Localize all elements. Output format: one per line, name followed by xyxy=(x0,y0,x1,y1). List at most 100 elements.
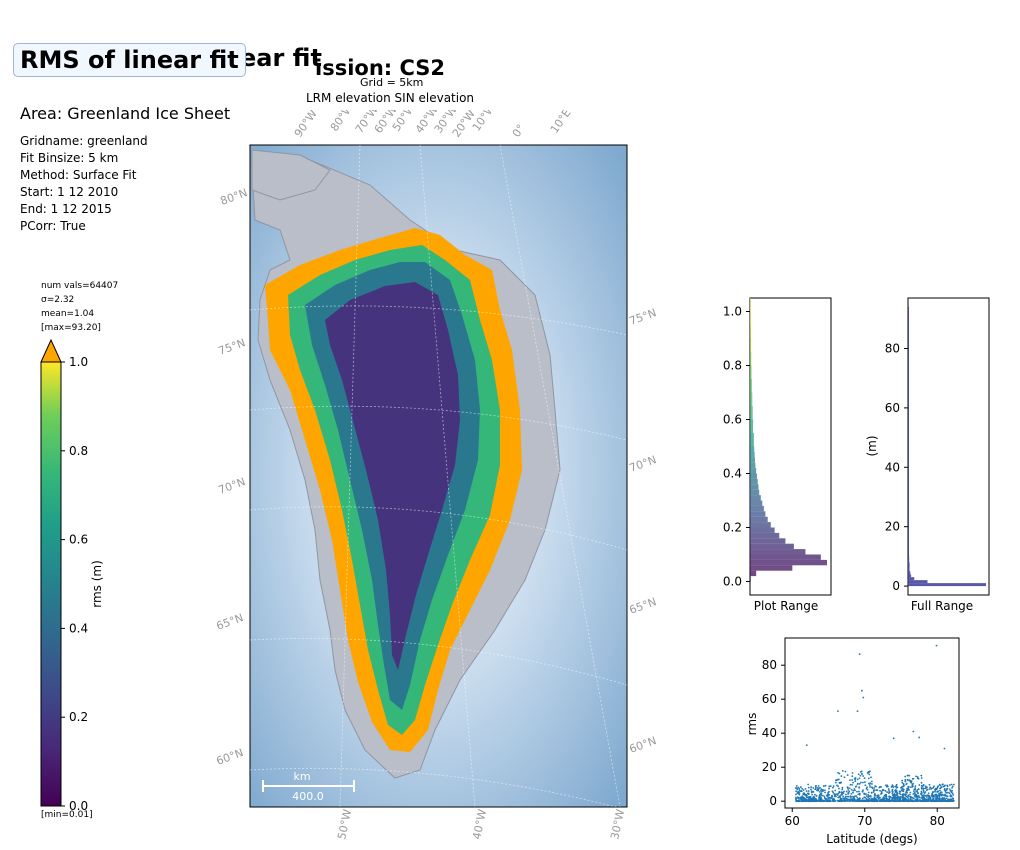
scatter-point xyxy=(795,793,797,796)
scatter-point xyxy=(911,800,914,803)
scatter-point xyxy=(913,790,915,793)
hist-bar xyxy=(750,489,760,496)
scatter-point xyxy=(935,644,938,647)
scatter-point xyxy=(928,788,931,790)
scatter-point xyxy=(846,798,849,800)
scatter-point xyxy=(867,791,870,794)
scatter-point xyxy=(866,800,868,803)
scatter-point xyxy=(842,792,845,795)
hist-bar xyxy=(750,325,751,339)
scatter-point xyxy=(802,800,804,803)
scatter-point xyxy=(862,781,864,784)
scatter-point xyxy=(849,795,852,798)
scatter-point xyxy=(854,789,856,792)
hist-bar xyxy=(750,570,757,577)
scatter-point xyxy=(929,800,932,802)
scatter-point xyxy=(906,778,909,781)
scatter-point xyxy=(879,789,881,792)
scatter-point xyxy=(836,778,839,781)
scatter-point xyxy=(851,798,854,801)
scatter-point xyxy=(929,796,932,799)
scatter-point xyxy=(908,793,911,796)
scatter-point xyxy=(815,784,817,787)
scatter-point xyxy=(817,785,820,787)
scatter-point xyxy=(815,800,817,803)
scatter-point xyxy=(818,799,821,802)
scatter-point xyxy=(854,777,857,779)
scatter-point xyxy=(896,798,899,800)
scatter-point xyxy=(948,788,951,791)
scatter-point xyxy=(904,775,907,778)
scatter-point xyxy=(914,785,917,788)
scatter-point xyxy=(805,744,808,746)
hist-bar xyxy=(908,526,909,557)
scatter-point xyxy=(869,795,872,797)
scatter-point xyxy=(807,786,810,789)
colorbar-tick-label: 0.0 xyxy=(69,799,88,813)
scatter-point xyxy=(856,799,859,801)
hist-bar xyxy=(908,467,909,527)
scatter-point xyxy=(927,792,930,795)
scatter-point xyxy=(827,797,830,800)
scatter-point xyxy=(890,800,893,803)
scatter-point xyxy=(864,781,866,783)
scatter-point xyxy=(882,797,885,800)
hist-ytick-label: 1.0 xyxy=(723,305,742,319)
info-binsize: Fit Binsize: 5 km xyxy=(20,151,119,165)
greenland-map: km 400.0 90°W 80°W70°W60°W50°W40°W30°W20°… xyxy=(215,110,659,841)
scatter-point xyxy=(883,800,886,803)
scatter-point xyxy=(909,791,912,794)
scatter-point xyxy=(940,791,943,794)
scatter-point xyxy=(879,796,881,799)
scatter-point xyxy=(835,793,838,796)
scatter-point xyxy=(901,800,904,802)
hist-bar xyxy=(750,484,759,490)
scatter-point xyxy=(902,793,905,795)
scatter-point xyxy=(951,789,954,792)
scatter-point xyxy=(836,793,839,795)
scatter-point xyxy=(872,791,875,793)
hist-bar xyxy=(750,559,827,566)
scatter-point xyxy=(927,798,930,801)
scatter-point xyxy=(945,800,948,803)
hist-plot-range: 0.0 0.2 0.4 0.6 0.8 1.0 Plot Range xyxy=(723,297,832,613)
scatter-point xyxy=(937,793,940,795)
scatter-point xyxy=(920,790,923,793)
scatter-point xyxy=(842,795,845,798)
scatter-point xyxy=(844,793,847,796)
scatter-point xyxy=(931,799,934,802)
hist-bar xyxy=(908,348,909,408)
scatter-point xyxy=(908,774,911,777)
scatter-point xyxy=(951,785,954,788)
scatter-point xyxy=(856,796,859,799)
scatter-point xyxy=(875,798,878,801)
scatter-point xyxy=(832,791,835,794)
hist-bar xyxy=(750,433,754,447)
lat-label-right: 65°N xyxy=(628,595,659,617)
scatter-point xyxy=(917,799,920,802)
scatter-point xyxy=(827,792,829,794)
lon-label-top: 0° xyxy=(510,122,528,140)
scatter-point xyxy=(849,783,852,786)
scatter-point xyxy=(888,790,890,792)
scatter-point xyxy=(873,786,876,789)
scatter-point xyxy=(932,786,935,789)
scatter-point xyxy=(886,784,889,787)
scatter-point xyxy=(851,775,854,778)
scatter-point xyxy=(795,798,797,801)
scatter-point xyxy=(934,788,936,791)
scatter-point xyxy=(885,785,888,788)
scatter-point xyxy=(858,786,860,789)
scatter-point xyxy=(903,796,906,799)
hist-ytick-label: 0.6 xyxy=(723,413,742,427)
scatter-point xyxy=(837,796,840,799)
scatter-point xyxy=(907,795,910,798)
scatter-point xyxy=(945,792,948,794)
colorbar-tick-label: 0.8 xyxy=(69,444,88,458)
hist-bar xyxy=(750,478,758,485)
scatter-point xyxy=(928,783,931,786)
scatter-point xyxy=(807,790,810,792)
scatter-point xyxy=(922,799,924,802)
scatter-point xyxy=(922,787,925,790)
scatter-point xyxy=(902,790,905,793)
